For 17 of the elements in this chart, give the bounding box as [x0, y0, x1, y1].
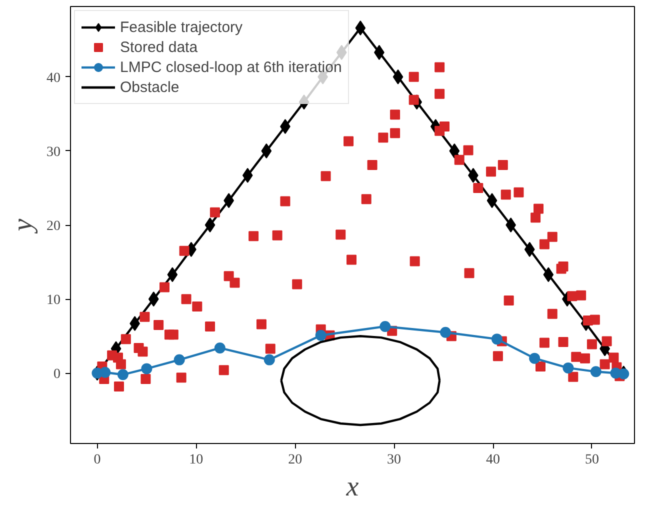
legend-label: Stored data: [120, 38, 198, 56]
y-axis-title: y: [8, 218, 38, 234]
y-tick-label: 30: [46, 144, 60, 160]
y-tick-label: 40: [46, 70, 60, 86]
x-tick-label: 40: [486, 452, 500, 468]
legend-label: Obstacle: [120, 78, 180, 96]
x-tick-label: 30: [387, 452, 402, 468]
x-tick-label: 50: [584, 452, 599, 468]
y-tick-label: 10: [46, 293, 60, 308]
y-tick-label: 0: [54, 367, 60, 382]
x-tick-label: 20: [288, 452, 302, 468]
legend-label: LMPC closed-loop at 6th iteration: [120, 58, 342, 76]
x-tick-label: 0: [94, 452, 101, 468]
legend-label: Feasible trajectory: [120, 18, 243, 36]
x-tick-label: 10: [189, 452, 204, 468]
x-axis-title: x: [345, 472, 360, 502]
y-tick-label: 20: [46, 219, 60, 234]
